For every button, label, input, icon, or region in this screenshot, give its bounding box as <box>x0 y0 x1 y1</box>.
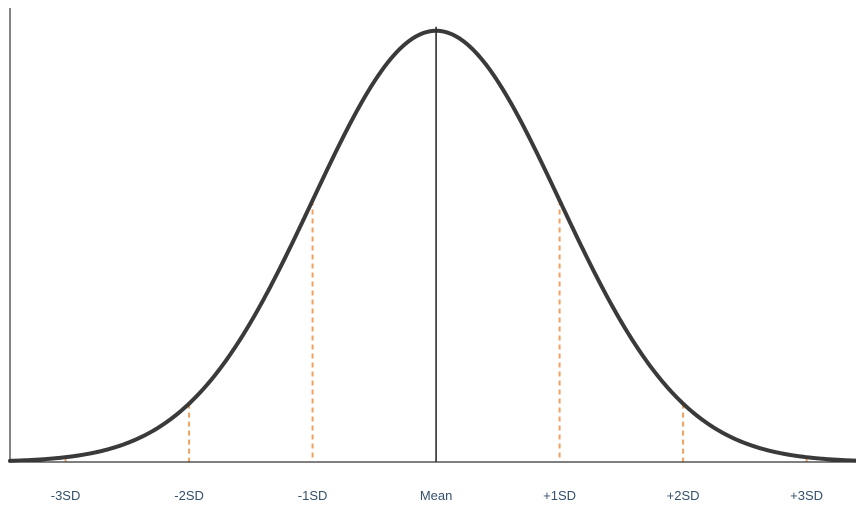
x-tick-label: Mean <box>420 488 453 503</box>
x-tick-label: +1SD <box>543 488 576 503</box>
x-tick-label: +2SD <box>667 488 700 503</box>
x-tick-label: -3SD <box>51 488 81 503</box>
x-tick-label: +3SD <box>790 488 823 503</box>
curve-layer <box>8 26 856 463</box>
tick-labels: -3SD -2SD -1SD Mean +1SD +2SD +3SD <box>51 488 823 503</box>
axes <box>9 8 856 463</box>
x-tick-label: -2SD <box>174 488 204 503</box>
x-tick-label: -1SD <box>298 488 328 503</box>
sd-markers <box>64 200 808 462</box>
distribution-curve <box>8 28 856 463</box>
